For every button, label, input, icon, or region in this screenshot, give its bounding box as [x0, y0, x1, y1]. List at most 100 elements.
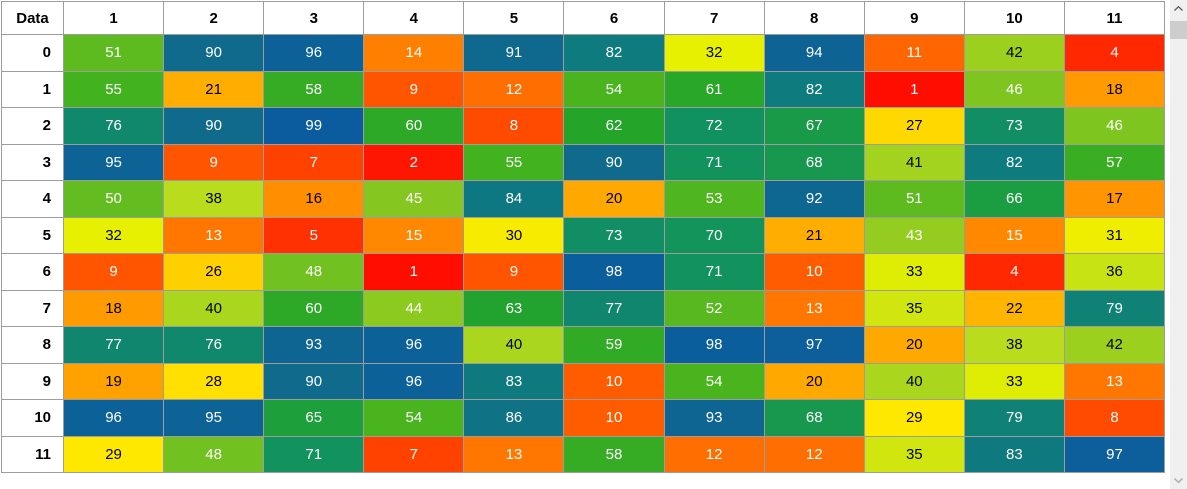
data-cell[interactable]: 29 [62, 435, 165, 473]
data-cell[interactable]: 8 [1063, 399, 1166, 437]
data-cell[interactable]: 68 [763, 143, 865, 181]
data-cell[interactable]: 1 [863, 70, 965, 108]
data-cell[interactable]: 98 [563, 253, 665, 291]
data-cell[interactable]: 63 [463, 289, 565, 327]
data-cell[interactable]: 73 [563, 216, 665, 254]
data-cell[interactable]: 12 [663, 435, 765, 473]
data-cell[interactable]: 72 [663, 107, 765, 145]
data-cell[interactable]: 33 [863, 253, 965, 291]
data-cell[interactable]: 28 [163, 362, 265, 400]
data-cell[interactable]: 58 [563, 435, 665, 473]
data-cell[interactable]: 31 [1063, 216, 1166, 254]
row-header-cell[interactable]: 7 [1, 289, 64, 327]
scrollbar-thumb[interactable] [1170, 21, 1187, 39]
data-cell[interactable]: 18 [1063, 70, 1166, 108]
data-cell[interactable]: 95 [62, 143, 165, 181]
column-header-cell[interactable]: 9 [863, 1, 965, 35]
data-cell[interactable]: 27 [863, 107, 965, 145]
column-header-cell[interactable]: 5 [463, 1, 565, 35]
data-cell[interactable]: 12 [463, 70, 565, 108]
data-cell[interactable]: 68 [763, 399, 865, 437]
data-cell[interactable]: 7 [263, 143, 365, 181]
data-cell[interactable]: 16 [263, 180, 365, 218]
data-cell[interactable]: 15 [363, 216, 465, 254]
data-cell[interactable]: 58 [263, 70, 365, 108]
data-cell[interactable]: 9 [62, 253, 165, 291]
data-cell[interactable]: 13 [1063, 362, 1166, 400]
data-cell[interactable]: 32 [62, 216, 165, 254]
column-header-cell[interactable]: 6 [563, 1, 665, 35]
data-cell[interactable]: 71 [663, 253, 765, 291]
data-cell[interactable]: 13 [463, 435, 565, 473]
data-cell[interactable]: 1 [363, 253, 465, 291]
data-cell[interactable]: 51 [863, 180, 965, 218]
vertical-scrollbar[interactable] [1170, 0, 1187, 489]
data-cell[interactable]: 95 [163, 399, 265, 437]
data-cell[interactable]: 48 [163, 435, 265, 473]
data-cell[interactable]: 20 [563, 180, 665, 218]
data-cell[interactable]: 79 [963, 399, 1065, 437]
data-cell[interactable]: 52 [663, 289, 765, 327]
data-cell[interactable]: 84 [463, 180, 565, 218]
data-cell[interactable]: 61 [663, 70, 765, 108]
data-cell[interactable]: 91 [463, 34, 565, 72]
row-header-cell[interactable]: 9 [1, 362, 64, 400]
data-cell[interactable]: 42 [963, 34, 1065, 72]
data-cell[interactable]: 82 [763, 70, 865, 108]
data-cell[interactable]: 33 [963, 362, 1065, 400]
data-cell[interactable]: 18 [62, 289, 165, 327]
data-cell[interactable]: 41 [863, 143, 965, 181]
column-header-cell[interactable]: 7 [663, 1, 765, 35]
data-cell[interactable]: 9 [463, 253, 565, 291]
data-cell[interactable]: 35 [863, 435, 965, 473]
data-cell[interactable]: 94 [763, 34, 865, 72]
column-header-cell[interactable]: 1 [62, 1, 165, 35]
row-header-cell[interactable]: 0 [1, 34, 64, 72]
data-cell[interactable]: 4 [963, 253, 1065, 291]
data-cell[interactable]: 55 [62, 70, 165, 108]
data-cell[interactable]: 26 [163, 253, 265, 291]
data-cell[interactable]: 97 [1063, 435, 1166, 473]
data-cell[interactable]: 19 [62, 362, 165, 400]
data-cell[interactable]: 30 [463, 216, 565, 254]
data-cell[interactable]: 83 [463, 362, 565, 400]
column-header-cell[interactable]: 4 [363, 1, 465, 35]
data-cell[interactable]: 21 [163, 70, 265, 108]
data-cell[interactable]: 51 [62, 34, 165, 72]
data-cell[interactable]: 54 [663, 362, 765, 400]
data-cell[interactable]: 42 [1063, 326, 1166, 364]
column-header-cell[interactable]: 10 [963, 1, 1065, 35]
data-cell[interactable]: 76 [62, 107, 165, 145]
data-cell[interactable]: 54 [563, 70, 665, 108]
row-header-cell[interactable]: 1 [1, 70, 64, 108]
data-cell[interactable]: 96 [363, 326, 465, 364]
data-cell[interactable]: 13 [763, 289, 865, 327]
data-cell[interactable]: 96 [62, 399, 165, 437]
data-cell[interactable]: 60 [363, 107, 465, 145]
data-cell[interactable]: 77 [563, 289, 665, 327]
data-cell[interactable]: 29 [863, 399, 965, 437]
data-cell[interactable]: 14 [363, 34, 465, 72]
data-cell[interactable]: 13 [163, 216, 265, 254]
data-cell[interactable]: 10 [563, 362, 665, 400]
data-cell[interactable]: 73 [963, 107, 1065, 145]
data-cell[interactable]: 60 [263, 289, 365, 327]
data-cell[interactable]: 90 [563, 143, 665, 181]
data-cell[interactable]: 66 [963, 180, 1065, 218]
data-cell[interactable]: 11 [863, 34, 965, 72]
row-header-cell[interactable]: 5 [1, 216, 64, 254]
data-cell[interactable]: 7 [363, 435, 465, 473]
data-cell[interactable]: 71 [263, 435, 365, 473]
corner-header-cell[interactable]: Data [1, 1, 64, 35]
data-cell[interactable]: 97 [763, 326, 865, 364]
column-header-cell[interactable]: 2 [163, 1, 265, 35]
data-cell[interactable]: 46 [1063, 107, 1166, 145]
scroll-up-button[interactable] [1170, 0, 1187, 17]
data-cell[interactable]: 92 [763, 180, 865, 218]
data-cell[interactable]: 10 [763, 253, 865, 291]
data-cell[interactable]: 38 [963, 326, 1065, 364]
data-cell[interactable]: 44 [363, 289, 465, 327]
data-cell[interactable]: 90 [163, 34, 265, 72]
data-cell[interactable]: 98 [663, 326, 765, 364]
data-cell[interactable]: 90 [263, 362, 365, 400]
